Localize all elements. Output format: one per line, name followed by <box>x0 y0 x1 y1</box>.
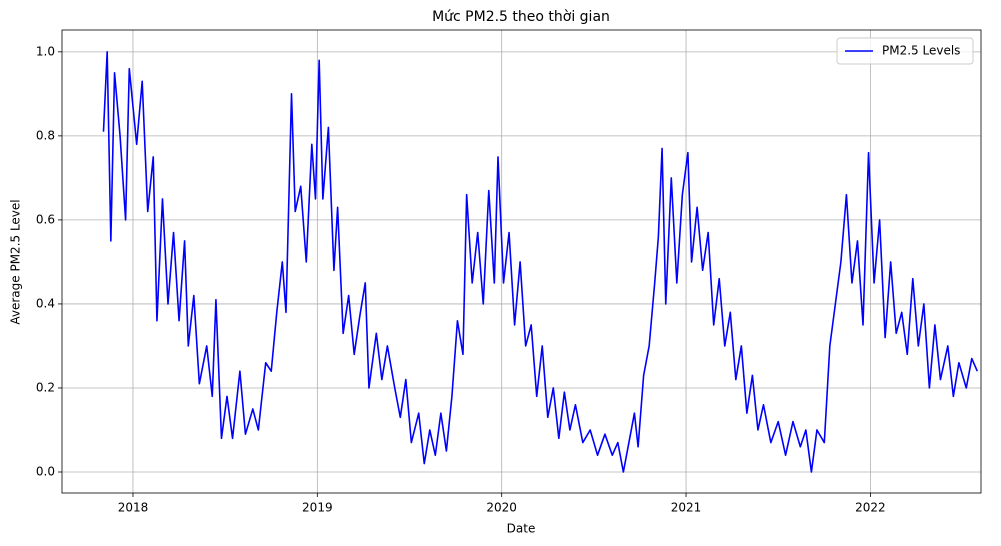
legend-label: PM2.5 Levels <box>882 44 960 58</box>
x-tick-label: 2019 <box>302 501 333 515</box>
plot-frame <box>61 29 982 494</box>
y-axis-label: Average PM2.5 Level <box>9 199 23 324</box>
y-tick-label: 1.0 <box>36 44 55 58</box>
y-tick-label: 0.6 <box>36 212 55 226</box>
chart-title: Mức PM2.5 theo thời gian <box>432 9 610 25</box>
x-tick-label: 2018 <box>118 501 149 515</box>
y-tick-label: 0.4 <box>36 296 55 310</box>
x-axis-label: Date <box>507 522 536 536</box>
x-tick-label: 2020 <box>486 501 517 515</box>
x-tick-label: 2022 <box>855 501 886 515</box>
y-tick-label: 0.2 <box>36 380 55 394</box>
legend-box <box>836 37 974 65</box>
x-tick-label: 2021 <box>671 501 702 515</box>
y-tick-label: 0.0 <box>36 464 55 478</box>
data-line <box>102 51 979 473</box>
y-tick-label: 0.8 <box>36 128 55 142</box>
